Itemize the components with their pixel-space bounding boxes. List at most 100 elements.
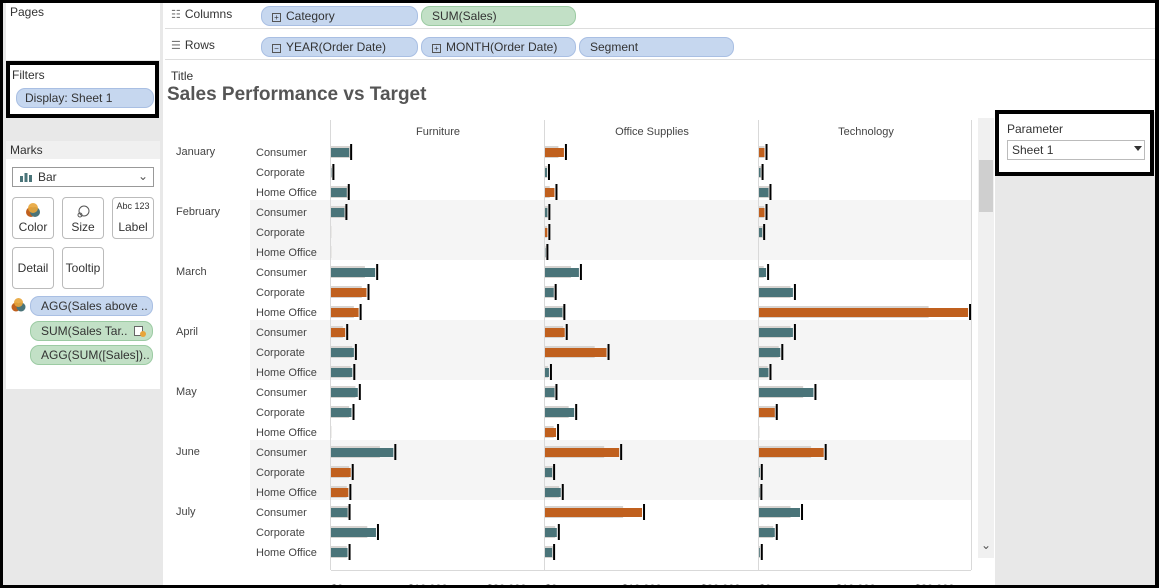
detail-button[interactable]: Detail (12, 247, 54, 289)
bar-below-target (331, 508, 348, 517)
bar-below-target (331, 448, 394, 457)
marks-pill-sales-target-label: SUM(Sales Tar.. (41, 324, 128, 338)
x-tick-label: $0 (331, 583, 343, 585)
scrollbar-thumb[interactable] (979, 160, 993, 212)
bar-below-target (759, 228, 763, 237)
bar-below-target (331, 268, 376, 277)
bar-above-target (545, 348, 607, 357)
marks-card: Marks Bar ⌄ Color Size Abc 123 Label Det… (6, 141, 160, 389)
segment-label: Home Office (256, 487, 317, 499)
x-tick-label: $20,000 (915, 583, 955, 585)
bar-above-target (545, 508, 643, 517)
bar-above-target (545, 328, 565, 337)
color-button[interactable]: Color (12, 197, 54, 239)
bar-below-target (759, 548, 760, 557)
bar-above-target (545, 148, 564, 157)
rows-label: ☰ Rows (171, 38, 215, 52)
size-label: Size (71, 220, 95, 234)
columns-pill-category[interactable]: + Category (261, 6, 418, 26)
segment-label: Home Office (256, 187, 317, 199)
segment-label: Corporate (256, 527, 305, 539)
rows-pill-segment[interactable]: Segment (579, 37, 734, 57)
bar-below-target (331, 188, 347, 197)
segment-label: Corporate (256, 167, 305, 179)
parameter-select[interactable]: Sheet 1 (1007, 140, 1145, 160)
bar-below-target (545, 488, 561, 497)
viz-area[interactable]: Furniture Office Supplies Technology Januar… (165, 118, 995, 585)
filters-card: Filters Display: Sheet 1 (6, 61, 159, 118)
label-icon: Abc 123 (116, 201, 150, 211)
x-tick-label: $10,000 (836, 583, 876, 585)
bar-below-target (331, 368, 353, 377)
bar-above-target (545, 188, 555, 197)
bar-above-target (759, 148, 765, 157)
segment-label: Corporate (256, 347, 305, 359)
columns-pill-sum-sales[interactable]: SUM(Sales) (421, 6, 576, 26)
chart[interactable]: Furniture Office Supplies Technology Januar… (165, 118, 995, 585)
expand-icon: + (272, 13, 281, 22)
label-label: Label (118, 220, 148, 234)
bar-below-target (545, 168, 547, 177)
x-tick-label: $20,000 (701, 583, 741, 585)
bar-below-target (331, 348, 354, 357)
size-icon (63, 202, 103, 220)
rows-shelf[interactable]: ☰ Rows − YEAR(Order Date) + MONTH(Order Dat… (165, 34, 1155, 60)
bar-below-target (331, 408, 352, 417)
rows-pill-year[interactable]: − YEAR(Order Date) (261, 37, 418, 57)
columns-pill-category-label: Category (286, 9, 335, 23)
segment-label: Consumer (256, 327, 307, 339)
left-panel: Pages Filters Display: Sheet 1 Marks Bar… (3, 3, 163, 585)
title-area: Title Sales Performance vs Target (165, 64, 990, 112)
color-field-icon (10, 297, 28, 316)
x-tick-label: $0 (759, 583, 771, 585)
marks-pill-sales-above[interactable]: AGG(Sales above .. (30, 296, 153, 316)
parameter-card: Parameter Sheet 1 (995, 110, 1154, 176)
segment-label: Home Office (256, 247, 317, 259)
marks-pill-agg-sum-sales[interactable]: AGG(SUM([Sales]).. (30, 345, 153, 365)
month-label: June (176, 446, 200, 458)
segment-label: Consumer (256, 267, 307, 279)
bar-below-target (759, 328, 793, 337)
x-tick-label: $20,000 (487, 583, 527, 585)
filter-pill-display[interactable]: Display: Sheet 1 (16, 88, 154, 108)
bar-below-target (759, 388, 814, 397)
bar-below-target (331, 208, 345, 217)
bar-below-target (759, 508, 801, 517)
marks-title: Marks (6, 141, 160, 159)
label-button[interactable]: Abc 123 Label (112, 197, 154, 239)
segment-label: Consumer (256, 507, 307, 519)
segment-label: Corporate (256, 227, 305, 239)
rows-pill-month[interactable]: + MONTH(Order Date) (421, 37, 576, 57)
segment-label: Home Office (256, 427, 317, 439)
bar-chart-icon (20, 173, 32, 182)
bar-below-target (545, 468, 553, 477)
color-label: Color (18, 220, 48, 234)
columns-shelf[interactable]: ☷ Columns + Category SUM(Sales) (165, 3, 1155, 29)
size-button[interactable]: Size (62, 197, 104, 239)
color-icon (13, 202, 53, 220)
bar-below-target (759, 528, 775, 537)
bar-below-target (545, 548, 553, 557)
bar-below-target (331, 388, 358, 397)
rows-pill-month-label: MONTH(Order Date) (446, 40, 558, 54)
bar-above-target (759, 448, 824, 457)
x-tick-label: $0 (545, 583, 557, 585)
bar-above-target (331, 308, 359, 317)
segment-label: Home Office (256, 307, 317, 319)
bar-above-target (331, 468, 351, 477)
scroll-down-icon[interactable]: ⌄ (980, 538, 992, 552)
x-tick-label: $10,000 (408, 583, 448, 585)
bar-below-target (545, 208, 548, 217)
tooltip-button[interactable]: Tooltip (62, 247, 104, 289)
bar-above-target (331, 288, 367, 297)
month-label: February (176, 206, 221, 218)
chevron-down-icon: ⌄ (137, 169, 148, 183)
bar-above-target (759, 308, 969, 317)
vertical-scrollbar[interactable] (978, 118, 994, 558)
segment-label: Corporate (256, 407, 305, 419)
bar-below-target (759, 188, 769, 197)
segment-label: Consumer (256, 207, 307, 219)
marks-pill-sales-target[interactable]: SUM(Sales Tar.. (30, 321, 153, 341)
mark-type-dropdown[interactable]: Bar ⌄ (12, 167, 154, 187)
segment-label: Consumer (256, 387, 307, 399)
